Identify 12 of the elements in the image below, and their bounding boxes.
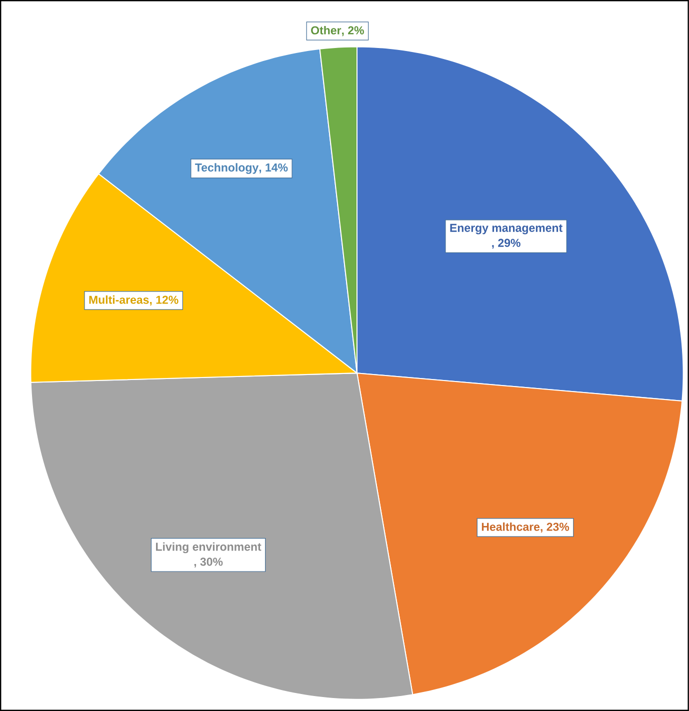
- slice-label: Living environment: [156, 542, 262, 554]
- data-label: , 2%: [342, 26, 364, 36]
- slice-label: Multi-areas: [89, 295, 149, 304]
- data-label: , 12%: [150, 296, 178, 306]
- data-label: , 30%: [194, 558, 223, 568]
- data-label: , 29%: [492, 238, 520, 249]
- slice-label: Healthcare: [482, 522, 540, 531]
- slice-label: Other: [311, 26, 342, 34]
- data-label: , 23%: [540, 522, 570, 533]
- data-label: , 14%: [259, 163, 288, 174]
- slice-label: Energy management: [450, 224, 563, 234]
- slice-label: Technology: [195, 163, 259, 174]
